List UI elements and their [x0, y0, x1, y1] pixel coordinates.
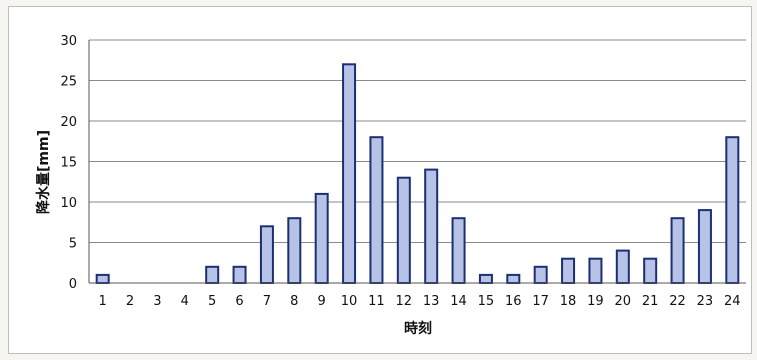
x-tick-24: 24	[724, 294, 741, 309]
x-tick-2: 2	[126, 294, 134, 309]
bar-7	[259, 225, 274, 285]
x-tick-10: 10	[341, 294, 358, 309]
x-tick-16: 16	[505, 294, 522, 309]
x-tick-13: 13	[423, 294, 440, 309]
x-tick-12: 12	[396, 294, 413, 309]
x-tick-19: 19	[587, 294, 604, 309]
x-tick-5: 5	[208, 294, 216, 309]
x-tick-1: 1	[99, 294, 107, 309]
bar-1	[95, 273, 110, 284]
axes	[88, 40, 746, 284]
y-tick-labels: 0 5 10 15 20 25 30	[60, 34, 77, 292]
x-tick-22: 22	[669, 294, 686, 309]
x-tick-18: 18	[560, 294, 577, 309]
bar-6	[232, 265, 247, 284]
y-tick-0: 0	[69, 277, 77, 292]
bar-9	[314, 192, 329, 284]
x-tick-14: 14	[450, 294, 467, 309]
bar-15	[478, 273, 493, 284]
bar-13	[424, 168, 439, 285]
x-tick-11: 11	[368, 294, 385, 309]
x-tick-4: 4	[181, 294, 189, 309]
bar-12	[396, 176, 411, 284]
y-axis-label: 降水量[mm]	[35, 130, 52, 214]
y-tick-20: 20	[60, 115, 77, 130]
x-tick-20: 20	[615, 294, 632, 309]
y-tick-25: 25	[60, 75, 77, 90]
y-tick-5: 5	[69, 237, 77, 252]
x-tick-labels: 1 2 3 4 5 6 7 8 9 10 11 12 13 14 15 16 17 18 19 20 21 22 23 24	[99, 294, 741, 309]
bar-23	[697, 209, 712, 285]
x-tick-21: 21	[642, 294, 659, 309]
gridlines	[89, 39, 746, 243]
bar-11	[369, 136, 384, 284]
x-tick-3: 3	[153, 294, 161, 309]
x-tick-8: 8	[290, 294, 298, 309]
bar-10	[342, 63, 357, 284]
x-tick-7: 7	[263, 294, 271, 309]
x-tick-15: 15	[478, 294, 495, 309]
x-tick-17: 17	[532, 294, 549, 309]
x-axis-label: 時刻	[404, 320, 432, 337]
bar-5	[205, 265, 220, 284]
bar-21	[643, 257, 658, 285]
x-tick-23: 23	[697, 294, 714, 309]
bar-17	[533, 265, 548, 284]
bar-14	[451, 217, 466, 284]
bar-22	[670, 217, 685, 284]
x-tick-6: 6	[235, 294, 243, 309]
bar-24	[725, 136, 740, 284]
y-tick-15: 15	[60, 156, 77, 171]
y-tick-30: 30	[60, 34, 77, 49]
bars	[95, 63, 740, 285]
y-tick-10: 10	[60, 196, 77, 211]
bar-19	[588, 257, 603, 285]
bar-8	[287, 217, 302, 284]
bar-18	[561, 257, 576, 285]
bar-16	[506, 273, 521, 284]
bar-20	[615, 249, 630, 285]
x-tick-9: 9	[318, 294, 326, 309]
